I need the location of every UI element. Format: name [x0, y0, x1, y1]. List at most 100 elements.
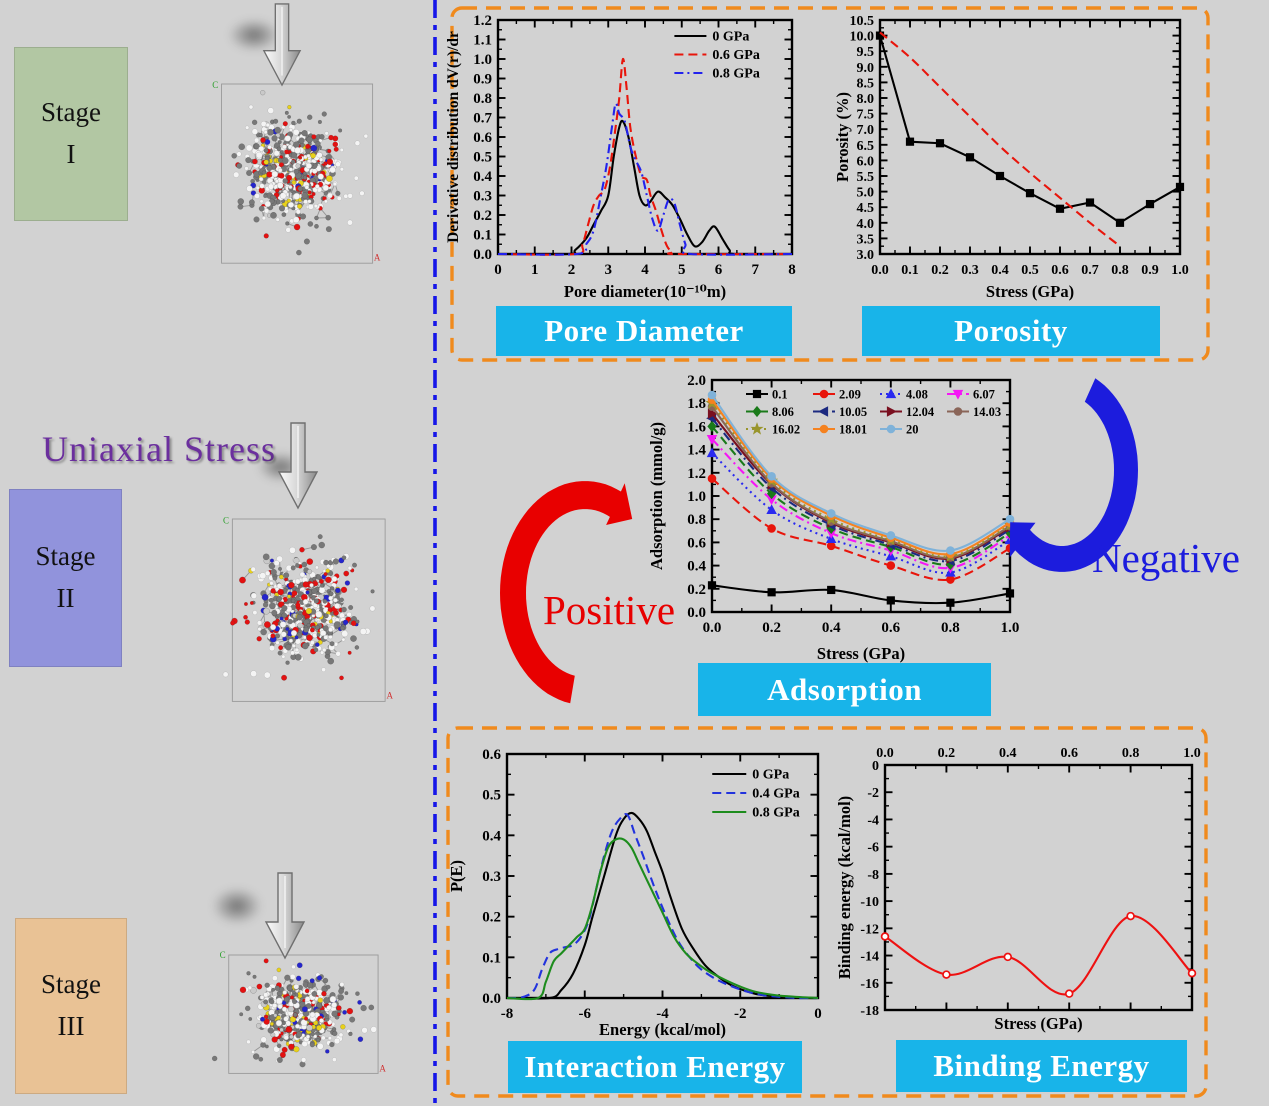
porosity-section-label: Porosity — [862, 306, 1160, 356]
svg-text:14.03: 14.03 — [973, 405, 1001, 419]
pore-diameter-chart: 0 1 2 3 4 5 6 7 8 0.0 0.1 0.2 0.3 0.4 0.5 0.6 0.7 0.8 0.9 1… — [445, 13, 796, 301]
svg-text:5.0: 5.0 — [857, 186, 875, 201]
svg-text:0.2: 0.2 — [482, 910, 501, 926]
svg-text:-8: -8 — [867, 868, 879, 883]
svg-text:-16: -16 — [860, 977, 879, 992]
svg-text:Adsorption (mmol/g): Adsorption (mmol/g) — [648, 422, 666, 570]
positive-relation-arrow-icon — [500, 481, 633, 704]
svg-text:20: 20 — [906, 423, 919, 437]
svg-text:C: C — [212, 80, 218, 90]
svg-text:-6: -6 — [867, 841, 879, 856]
svg-text:0.4: 0.4 — [999, 746, 1017, 761]
svg-text:1.4: 1.4 — [687, 443, 706, 459]
svg-text:2: 2 — [568, 262, 576, 278]
svg-text:1.0: 1.0 — [473, 52, 492, 68]
svg-text:0.5: 0.5 — [1021, 263, 1039, 278]
svg-text:0.8: 0.8 — [1122, 746, 1140, 761]
svg-text:1.2: 1.2 — [687, 466, 706, 482]
svg-text:Derivative distribution dV(r)/: Derivative distribution dV(r)/dr — [445, 31, 462, 243]
svg-text:0: 0 — [494, 262, 502, 278]
stage-3-numeral: III — [57, 1011, 85, 1041]
svg-text:0.4: 0.4 — [687, 559, 706, 575]
svg-text:6.07: 6.07 — [973, 388, 995, 402]
svg-text:1.8: 1.8 — [687, 396, 706, 412]
bottom-group-frame — [446, 726, 1208, 1098]
svg-text:0.6 GPa: 0.6 GPa — [712, 48, 759, 63]
svg-text:A: A — [379, 1064, 386, 1074]
svg-text:0.1: 0.1 — [901, 263, 919, 278]
stage-2-box: Stage II — [9, 489, 122, 667]
svg-text:0.4: 0.4 — [822, 620, 841, 636]
binding-energy-chart: 0.0 0.2 0.4 0.6 0.8 1.0 -18 -16 -14 -12 -10 -8 -6 -4 -… — [836, 746, 1201, 1033]
svg-text:C: C — [223, 515, 229, 525]
svg-text:Pore diameter(10⁻¹⁰m): Pore diameter(10⁻¹⁰m) — [564, 282, 726, 301]
svg-text:0 GPa: 0 GPa — [712, 30, 749, 45]
stage-2-numeral: II — [56, 583, 75, 613]
svg-text:0.7: 0.7 — [473, 111, 492, 127]
stage-3-shadow — [202, 880, 272, 932]
svg-text:P(E): P(E) — [448, 860, 466, 892]
svg-text:0 GPa: 0 GPa — [752, 768, 789, 783]
svg-text:0.7: 0.7 — [1081, 263, 1099, 278]
svg-text:2.09: 2.09 — [839, 388, 861, 402]
svg-text:0.2: 0.2 — [938, 746, 956, 761]
svg-text:0.9: 0.9 — [473, 72, 492, 88]
svg-text:0.0: 0.0 — [482, 991, 501, 1007]
svg-text:7: 7 — [752, 262, 760, 278]
adsorption-section-label: Adsorption — [698, 663, 991, 716]
svg-text:0.4: 0.4 — [473, 169, 492, 185]
svg-text:0.1: 0.1 — [473, 228, 492, 244]
svg-text:-12: -12 — [860, 922, 879, 937]
svg-text:6: 6 — [715, 262, 723, 278]
svg-text:-2: -2 — [734, 1006, 747, 1022]
svg-text:0.1: 0.1 — [772, 388, 788, 402]
svg-text:Stress (GPa): Stress (GPa) — [994, 1014, 1082, 1033]
svg-text:0.3: 0.3 — [473, 189, 492, 205]
svg-text:-18: -18 — [860, 1004, 879, 1019]
svg-text:0.3: 0.3 — [961, 263, 979, 278]
svg-text:0.5: 0.5 — [473, 150, 492, 166]
svg-text:0.8: 0.8 — [941, 620, 960, 636]
svg-text:7.5: 7.5 — [857, 108, 875, 123]
svg-text:12.04: 12.04 — [906, 405, 935, 419]
svg-text:1.2: 1.2 — [473, 13, 492, 29]
svg-text:1.0: 1.0 — [1001, 620, 1020, 636]
positive-label: Positive — [543, 587, 676, 633]
svg-text:0.8 GPa: 0.8 GPa — [712, 67, 759, 82]
svg-text:0.2: 0.2 — [687, 582, 706, 598]
svg-text:-4: -4 — [867, 813, 879, 828]
stage-3-molecule-image: CA — [211, 950, 386, 1074]
svg-text:8.0: 8.0 — [857, 92, 875, 107]
svg-text:8: 8 — [788, 262, 796, 278]
svg-text:1.6: 1.6 — [687, 419, 706, 435]
svg-text:0.0: 0.0 — [473, 247, 492, 263]
svg-text:0.6: 0.6 — [482, 747, 501, 763]
stage-1-stress-arrow-icon — [262, 3, 302, 87]
svg-text:5: 5 — [678, 262, 686, 278]
svg-text:0.4: 0.4 — [991, 263, 1009, 278]
svg-text:1.0: 1.0 — [1183, 746, 1201, 761]
svg-text:0.2: 0.2 — [473, 208, 492, 224]
svg-text:9.0: 9.0 — [857, 61, 875, 76]
svg-text:Porosity (%): Porosity (%) — [836, 92, 852, 182]
uniaxial-stress-title: Uniaxial Stress — [42, 429, 276, 469]
svg-text:0.5: 0.5 — [482, 788, 501, 804]
svg-text:1.1: 1.1 — [473, 33, 492, 49]
stage-3-stress-arrow-icon — [264, 872, 306, 960]
svg-text:4.08: 4.08 — [906, 388, 928, 402]
negative-relation-arrow-icon — [1009, 378, 1138, 572]
svg-text:-6: -6 — [579, 1006, 592, 1022]
interaction-energy-section-label: Interaction Energy — [508, 1041, 802, 1093]
svg-text:2.0: 2.0 — [687, 373, 706, 389]
svg-text:0.4 GPa: 0.4 GPa — [752, 787, 799, 802]
svg-text:0.8 GPa: 0.8 GPa — [752, 806, 799, 821]
svg-text:1: 1 — [531, 262, 539, 278]
svg-text:0: 0 — [814, 1006, 822, 1022]
svg-text:-8: -8 — [501, 1006, 514, 1022]
svg-text:0.8: 0.8 — [687, 512, 706, 528]
svg-text:A: A — [386, 691, 393, 701]
svg-text:0: 0 — [872, 759, 879, 774]
svg-text:0.8: 0.8 — [1111, 263, 1129, 278]
svg-text:3.0: 3.0 — [857, 248, 875, 263]
svg-text:0.0: 0.0 — [703, 620, 722, 636]
